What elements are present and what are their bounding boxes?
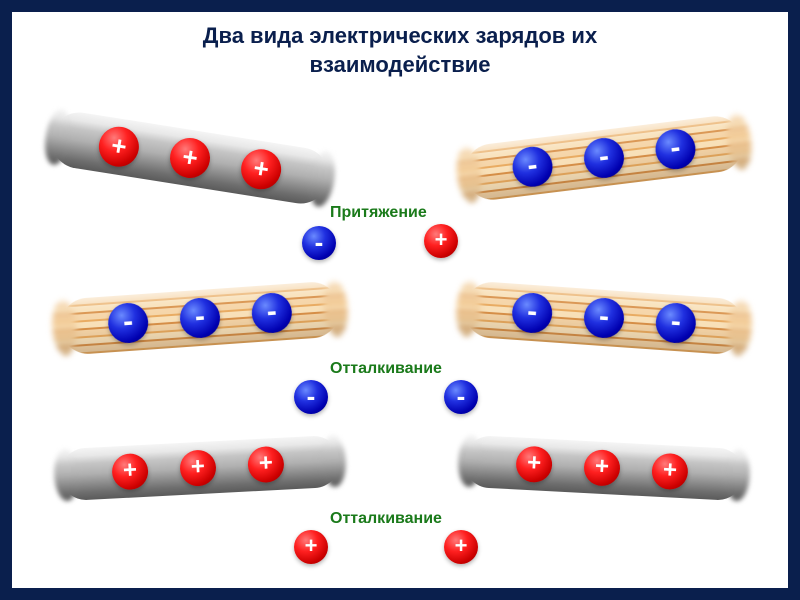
label-attraction: Притяжение: [330, 204, 427, 222]
charge-pos: +: [238, 146, 284, 192]
page-title: Два вида электрических зарядов их взаимо…: [12, 22, 788, 79]
charge-neg: -: [582, 136, 627, 181]
rod-gray-row3-right: + + +: [463, 435, 745, 502]
rod-wood-row2-left: - - -: [58, 280, 341, 355]
charge-pos: +: [247, 446, 285, 484]
charge-neg: -: [179, 297, 222, 340]
free-charge-pos: +: [294, 530, 328, 564]
charge-neg: -: [511, 292, 554, 335]
rod-wood-row1-right: - - -: [462, 113, 747, 203]
rod-wood-row2-right: - - -: [462, 280, 745, 355]
title-line-2: взаимодействие: [12, 51, 788, 80]
charge-neg: -: [654, 302, 697, 345]
rod-gray-row1-left: + + +: [47, 108, 332, 207]
charge-neg: -: [653, 127, 698, 172]
charge-pos: +: [515, 445, 553, 483]
title-line-1: Два вида электрических зарядов их: [12, 22, 788, 51]
charge-pos: +: [179, 449, 217, 487]
rod-gray-row3-left: + + +: [59, 435, 341, 502]
charge-pos: +: [96, 124, 142, 170]
label-repulsion-pos: Отталкивание: [330, 510, 442, 528]
charge-neg: -: [107, 302, 150, 345]
free-charge-neg: -: [444, 380, 478, 414]
free-charge-pos: +: [424, 224, 458, 258]
charge-pos: +: [111, 453, 149, 491]
charge-pos: +: [583, 449, 621, 487]
free-charge-neg: -: [294, 380, 328, 414]
label-repulsion-neg: Отталкивание: [330, 360, 442, 378]
charge-neg: -: [250, 292, 293, 335]
free-charge-pos: +: [444, 530, 478, 564]
free-charge-neg: -: [302, 226, 336, 260]
charge-neg: -: [510, 144, 555, 189]
charge-pos: +: [651, 453, 689, 491]
charge-pos: +: [167, 135, 213, 181]
charge-neg: -: [583, 297, 626, 340]
